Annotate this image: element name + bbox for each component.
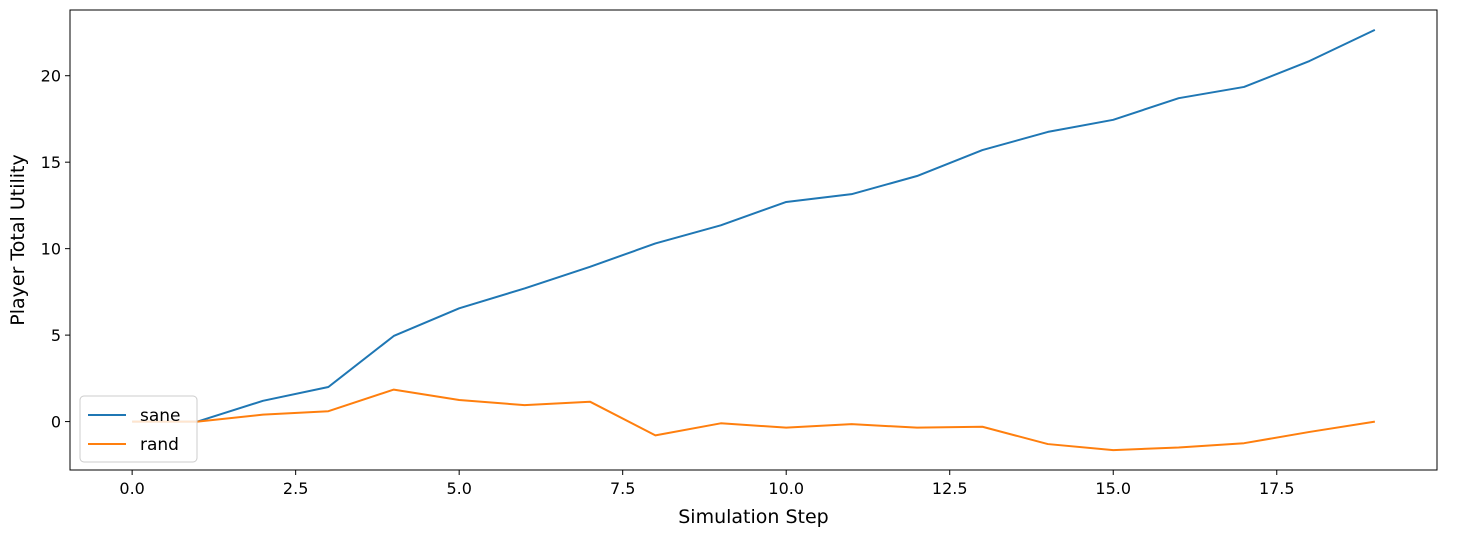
legend-label-sane: sane: [140, 406, 181, 426]
y-tick-label: 20: [41, 67, 61, 86]
x-tick-label: 17.5: [1259, 479, 1295, 498]
y-axis-label: Player Total Utility: [7, 154, 29, 325]
y-tick-label: 0: [51, 413, 61, 432]
x-axis-label: Simulation Step: [678, 506, 829, 528]
y-tick-label: 15: [41, 153, 61, 172]
legend: sane rand: [79, 395, 198, 463]
x-tick-label: 12.5: [932, 479, 968, 498]
legend-box: [79, 395, 198, 463]
plot-frame: [69, 9, 1438, 471]
series-line-rand: [132, 388, 1376, 452]
x-tick-label: 0.0: [119, 479, 144, 498]
x-axis-ticks: 0.0 2.5 5.0 7.5 10.0 12.5 15.0 17.5: [119, 470, 1295, 498]
y-tick-label: 5: [51, 326, 61, 345]
series-lines: [132, 28, 1376, 452]
series-line-sane: [132, 28, 1376, 423]
y-axis-ticks: 0 5 10 15 20: [41, 67, 70, 432]
x-tick-label: 10.0: [768, 479, 804, 498]
x-tick-label: 15.0: [1095, 479, 1131, 498]
x-tick-label: 7.5: [610, 479, 635, 498]
legend-label-rand: rand: [140, 435, 179, 455]
x-tick-label: 2.5: [283, 479, 308, 498]
y-tick-label: 10: [41, 240, 61, 259]
x-tick-label: 5.0: [446, 479, 471, 498]
